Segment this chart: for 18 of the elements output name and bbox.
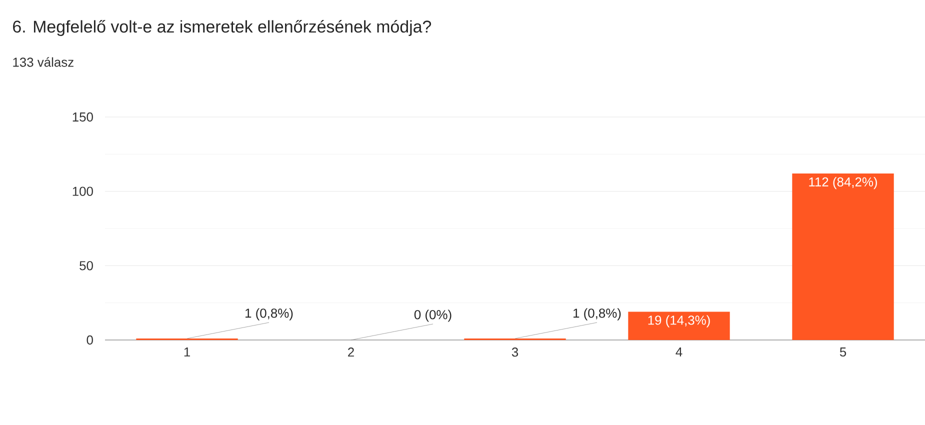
x-tick-label: 3: [512, 348, 518, 357]
y-tick-label: 100: [72, 186, 93, 196]
chart-title: 6. Megfelelő volt-e az ismeretek ellenőrzésének módja?: [13, 20, 432, 36]
chart-subtitle: 133 válasz: [13, 57, 74, 67]
x-tick-label: 4: [676, 348, 682, 356]
y-tick-label: 50: [80, 261, 93, 270]
y-tick-label: 150: [72, 112, 93, 122]
x-tick-label: 1: [184, 348, 190, 356]
bar: [792, 173, 894, 340]
y-tick-label: 0: [86, 335, 93, 345]
bar: [628, 312, 730, 340]
x-tick-label: 5: [840, 348, 846, 357]
data-label: 1 (0,8%): [246, 308, 293, 320]
data-label: 1 (0,8%): [574, 308, 621, 320]
data-label: 19 (14,3%): [648, 315, 710, 328]
data-label: 112 (84,2%): [809, 177, 877, 190]
x-tick-label: 2: [348, 348, 354, 357]
data-label: 0 (0%): [414, 310, 452, 322]
